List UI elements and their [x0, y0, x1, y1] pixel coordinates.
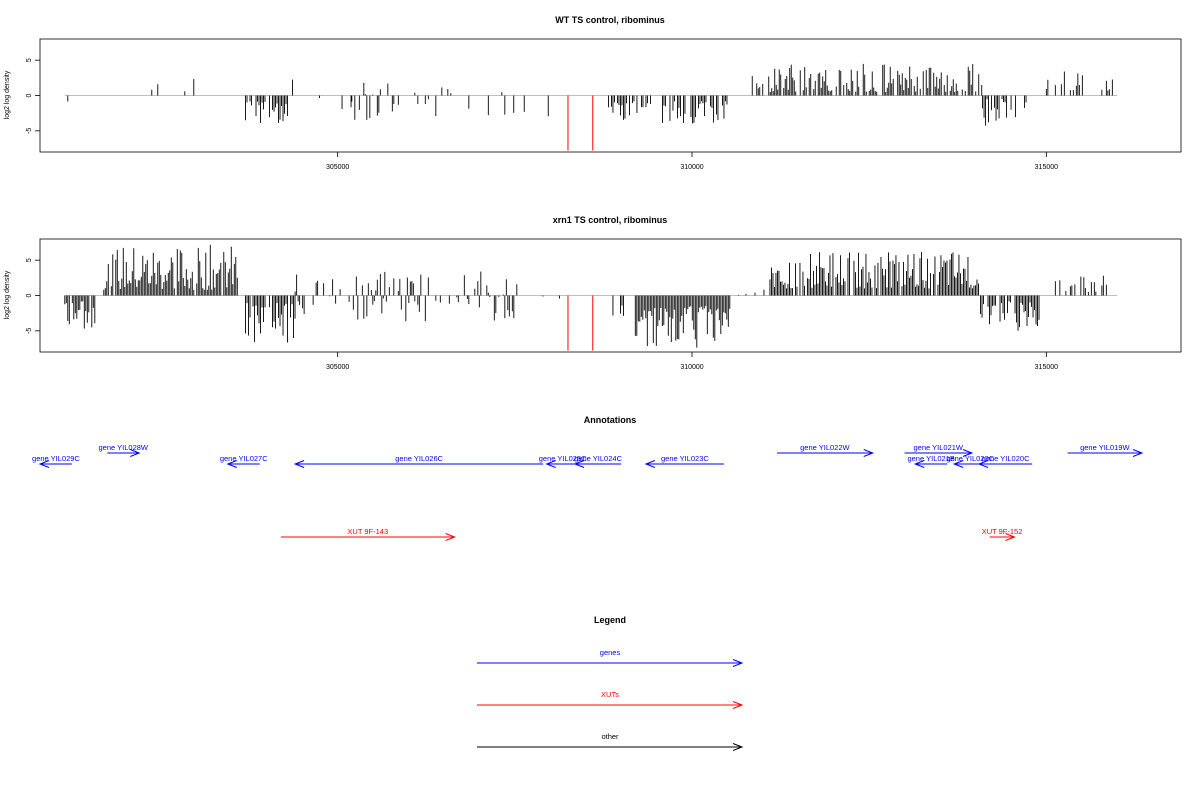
x-tick-label: 305000 [326, 164, 349, 171]
x-tick-label: 310000 [680, 164, 703, 171]
feature-gene: gene YIL019W [1067, 443, 1144, 457]
feature-label: gene YIL019W [1080, 443, 1130, 452]
y-axis-label: log2 log density [4, 270, 11, 319]
panel-title: xrn1 TS control, ribominus [553, 215, 668, 225]
density-bars [64, 244, 1118, 351]
feature-arrow-head [573, 460, 585, 468]
feature-label: XUT 9F-143 [347, 527, 388, 536]
feature-arrow-head [952, 460, 964, 468]
feature-arrow-head [226, 460, 237, 468]
axes: 305000 310000 315000 -5 0 5 [26, 258, 1058, 371]
feature-gene: gene YIL023C [644, 454, 724, 468]
feature-arrow-head [863, 449, 875, 457]
legend-label: genes [600, 648, 621, 657]
feature-arrow-head [445, 533, 456, 541]
legend-item-xut: XUTs [477, 690, 744, 709]
y-tick-label: -5 [26, 128, 33, 134]
y-tick-label: 5 [26, 258, 33, 262]
legend-label: XUTs [601, 690, 619, 699]
feature-arrow-head [293, 460, 305, 468]
feature-label: gene YIL027C [220, 454, 268, 463]
x-tick-label: 315000 [1035, 164, 1058, 171]
legend-title: Legend [594, 615, 626, 625]
feature-label: gene YIL021W [914, 443, 964, 452]
feature-arrow-head [977, 460, 989, 468]
feature-gene: gene YIL021B [907, 454, 955, 468]
feature-label: gene YIL022W [800, 443, 850, 452]
legend-items: genes XUTs other [477, 648, 744, 751]
legend-item-gene: genes [477, 648, 744, 667]
feature-gene: gene YIL021W [904, 443, 974, 457]
legend: Legend genes XUTs other [477, 615, 744, 751]
feature-label: gene YIL020C [982, 454, 1030, 463]
feature-gene: gene YIL027C [220, 454, 268, 468]
feature-label: gene YIL028W [99, 443, 149, 452]
feature-label: XUT 9F-152 [982, 527, 1023, 536]
feature-gene: gene YIL020C [977, 454, 1033, 468]
y-axis-label: log2 log density [4, 70, 11, 119]
feature-gene: gene YIL028W [99, 443, 149, 457]
feature-xut: XUT 9F-143 [280, 527, 456, 541]
x-tick-label: 310000 [680, 364, 703, 371]
feature-arrow-head [644, 460, 656, 468]
y-tick-label: 0 [26, 93, 33, 97]
axes: 305000 310000 315000 -5 0 5 [26, 58, 1058, 171]
feature-arrow-head [130, 449, 141, 457]
xrn1-density-panel: xrn1 TS control, ribominus log2 log dens… [4, 215, 1182, 371]
feature-label: gene YIL023C [661, 454, 709, 463]
feature-arrow-head [38, 460, 50, 468]
feature-xut: XUT 9F-152 [982, 527, 1023, 541]
legend-arrow-head [732, 701, 744, 709]
y-tick-label: 0 [26, 293, 33, 297]
feature-arrow-head [1132, 449, 1144, 457]
density-bars [64, 63, 1118, 151]
feature-arrow-head [913, 460, 925, 468]
feature-label: gene YIL021B [907, 454, 954, 463]
feature-arrow-head [1005, 533, 1016, 541]
legend-arrow-head [732, 743, 744, 751]
feature-label: gene YIL025C [539, 454, 587, 463]
legend-item-other: other [477, 732, 744, 751]
feature-arrows: gene YIL029C gene YIL028W gene YIL027C gene… [32, 443, 1144, 541]
feature-label: gene YIL020C [946, 454, 994, 463]
feature-label: gene YIL026C [395, 454, 443, 463]
y-tick-label: 5 [26, 58, 33, 62]
x-tick-label: 305000 [326, 364, 349, 371]
annotations-title: Annotations [584, 415, 637, 425]
legend-label: other [601, 732, 619, 741]
legend-arrow-head [732, 659, 744, 667]
feature-gene: gene YIL024C [573, 454, 623, 468]
y-tick-label: -5 [26, 328, 33, 334]
feature-gene: gene YIL029C [32, 454, 80, 468]
feature-gene: gene YIL025C [539, 454, 587, 468]
feature-gene: gene YIL022W [777, 443, 875, 457]
feature-gene: gene YIL026C [293, 454, 544, 468]
feature-label: gene YIL024C [574, 454, 622, 463]
feature-arrow-head [545, 460, 556, 468]
x-tick-label: 315000 [1035, 364, 1058, 371]
wt-density-panel: WT TS control, ribominus log2 log densit… [4, 15, 1182, 171]
panel-title: WT TS control, ribominus [555, 15, 665, 25]
feature-label: gene YIL029C [32, 454, 80, 463]
feature-arrow-head [962, 449, 974, 457]
